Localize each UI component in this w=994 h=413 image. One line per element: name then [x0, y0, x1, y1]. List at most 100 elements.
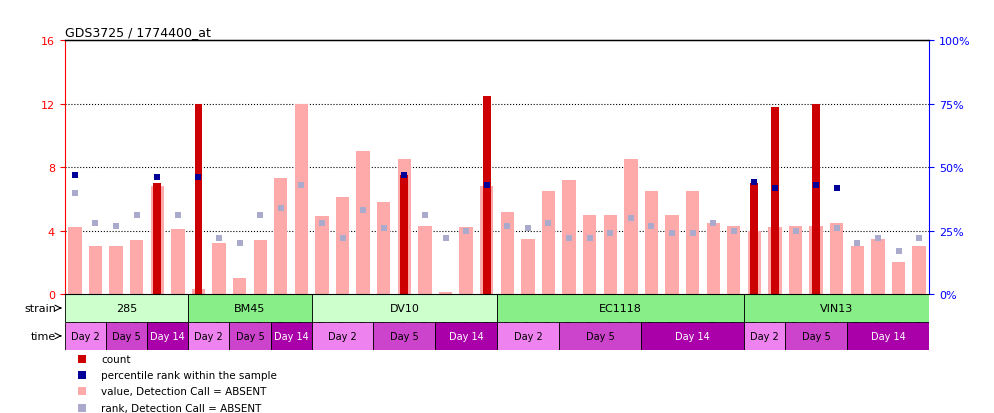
Bar [747, 231, 761, 294]
Bar [768, 228, 781, 294]
Bar [563, 180, 576, 294]
Bar [435, 322, 497, 350]
Bar [812, 104, 820, 294]
Text: Day 5: Day 5 [112, 331, 141, 341]
Bar [105, 41, 126, 294]
Text: Day 2: Day 2 [328, 331, 357, 341]
Bar [559, 322, 641, 350]
Bar [518, 41, 538, 294]
Bar [188, 322, 230, 350]
Bar [85, 41, 105, 294]
Bar [233, 278, 247, 294]
Bar [745, 322, 785, 350]
Text: Day 2: Day 2 [195, 331, 223, 341]
Bar [703, 41, 724, 294]
Text: Day 5: Day 5 [802, 331, 831, 341]
Bar [65, 322, 105, 350]
Bar [105, 322, 147, 350]
Bar [497, 294, 745, 322]
Bar [332, 41, 353, 294]
Text: time: time [31, 331, 57, 341]
Text: DV10: DV10 [390, 303, 419, 313]
Bar [414, 41, 435, 294]
Bar [662, 41, 682, 294]
Text: VIN13: VIN13 [820, 303, 854, 313]
Text: Day 14: Day 14 [150, 331, 185, 341]
Bar [374, 41, 394, 294]
Text: percentile rank within the sample: percentile rank within the sample [101, 370, 276, 380]
Bar [357, 152, 370, 294]
Bar [195, 104, 203, 294]
Text: 285: 285 [115, 303, 137, 313]
Bar [580, 41, 600, 294]
Bar [153, 184, 161, 294]
Text: Day 14: Day 14 [273, 331, 308, 341]
Text: rank, Detection Call = ABSENT: rank, Detection Call = ABSENT [101, 403, 261, 413]
Text: Day 2: Day 2 [514, 331, 543, 341]
Bar [274, 179, 287, 294]
Bar [65, 41, 85, 294]
Bar [686, 192, 700, 294]
Bar [435, 41, 456, 294]
Bar [230, 41, 249, 294]
Bar [294, 104, 308, 294]
Bar [620, 41, 641, 294]
Bar [538, 41, 559, 294]
Bar [459, 228, 473, 294]
Bar [312, 41, 332, 294]
Bar [374, 322, 435, 350]
Text: Day 14: Day 14 [871, 331, 906, 341]
Bar [213, 244, 226, 294]
Bar [353, 41, 374, 294]
Bar [315, 217, 329, 294]
Bar [641, 41, 662, 294]
Bar [707, 223, 720, 294]
Bar [789, 226, 802, 294]
Text: GDS3725 / 1774400_at: GDS3725 / 1774400_at [65, 26, 211, 39]
Bar [542, 192, 556, 294]
Bar [126, 41, 147, 294]
Bar [312, 322, 374, 350]
Text: BM45: BM45 [235, 303, 265, 313]
Bar [209, 41, 230, 294]
Text: Day 2: Day 2 [71, 331, 99, 341]
Bar [147, 322, 188, 350]
Bar [806, 41, 826, 294]
Bar [249, 41, 270, 294]
Bar [830, 223, 844, 294]
Bar [401, 176, 409, 294]
Bar [483, 97, 491, 294]
Bar [912, 247, 925, 294]
Text: Day 5: Day 5 [390, 331, 418, 341]
Bar [785, 41, 806, 294]
Text: Day 14: Day 14 [448, 331, 483, 341]
Bar [497, 322, 559, 350]
Text: Day 2: Day 2 [750, 331, 779, 341]
Bar [476, 41, 497, 294]
Bar [750, 184, 758, 294]
Bar [785, 322, 847, 350]
Bar [130, 240, 143, 294]
Bar [745, 294, 929, 322]
Bar [398, 160, 412, 294]
Bar [377, 203, 391, 294]
Text: EC1118: EC1118 [599, 303, 642, 313]
Bar [291, 41, 312, 294]
Text: Day 5: Day 5 [585, 331, 614, 341]
Bar [847, 41, 868, 294]
Text: Day 5: Day 5 [236, 331, 264, 341]
Bar [603, 215, 617, 294]
Text: strain: strain [25, 303, 57, 313]
Bar [582, 215, 596, 294]
Bar [147, 41, 168, 294]
Bar [764, 41, 785, 294]
Bar [168, 41, 188, 294]
Bar [624, 160, 637, 294]
Bar [438, 293, 452, 294]
Text: Day 14: Day 14 [675, 331, 710, 341]
Bar [418, 226, 431, 294]
Bar [65, 294, 188, 322]
Bar [270, 41, 291, 294]
Bar [188, 41, 209, 294]
Bar [724, 41, 745, 294]
